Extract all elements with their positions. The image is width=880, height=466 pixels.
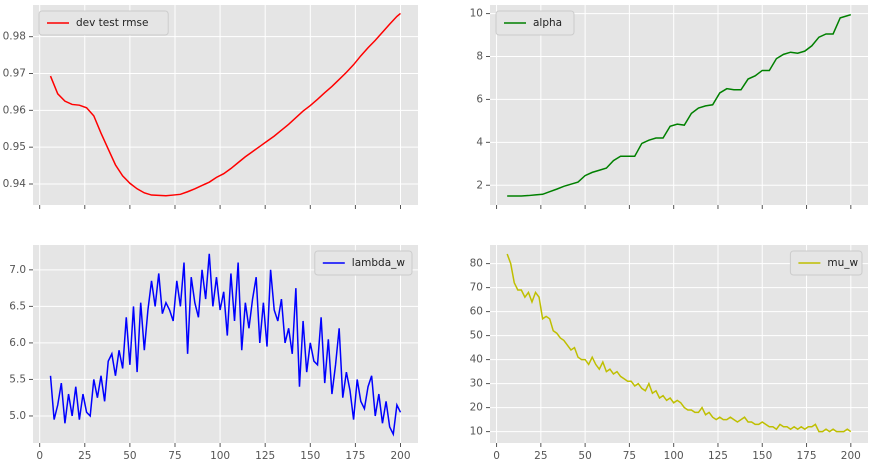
y-tick-label: 5.0 — [9, 410, 26, 422]
x-tick-label: 175 — [345, 450, 365, 462]
y-tick-label: 30 — [470, 378, 483, 390]
legend-box — [38, 10, 169, 36]
y-tick-label: 0.95 — [3, 141, 26, 153]
subplot: 5.0 5.5 6.0 6.5 7.0 0 25 50 75 100 125 150 175 200 lam… — [9, 245, 418, 462]
y-tick-label: 2 — [476, 179, 483, 191]
y-tick-label: 0.97 — [3, 68, 26, 80]
y-tick-label: 70 — [470, 282, 483, 294]
x-tick-label: 75 — [168, 450, 181, 462]
x-tick-label: 0 — [36, 450, 43, 462]
y-tick-label: 50 — [470, 330, 483, 342]
y-tick-label: 60 — [470, 306, 483, 318]
y-tick-label: 6.0 — [9, 337, 26, 349]
x-tick-label: 150 — [300, 450, 320, 462]
x-tick-label: 50 — [578, 450, 591, 462]
series-line — [507, 13, 852, 197]
legend-label: alpha — [533, 17, 562, 29]
plot-background — [490, 245, 868, 443]
x-tick-label: 175 — [797, 450, 817, 462]
y-tick-label: 5.5 — [9, 373, 26, 385]
legend-label: mu_w — [827, 257, 858, 269]
x-tick-label: 200 — [390, 450, 410, 462]
legend-box — [789, 250, 863, 276]
x-tick-label: 125 — [708, 450, 728, 462]
y-tick-label: 8 — [476, 51, 483, 63]
subplot: 10 20 30 40 50 60 70 80 0 25 50 75 100 125 150 175 200 mu… — [470, 245, 868, 462]
series-line — [506, 253, 852, 433]
y-tick-label: 0.98 — [3, 31, 26, 43]
y-tick-label: 10 — [470, 426, 483, 438]
legend: lambda_w — [314, 250, 413, 276]
legend: mu_w — [789, 250, 863, 276]
subplot: 2 4 6 8 10 alpha — [470, 5, 868, 209]
x-tick-label: 125 — [255, 450, 275, 462]
y-tick-label: 0.94 — [3, 178, 27, 190]
y-tick-label: 20 — [470, 402, 483, 414]
x-tick-label: 50 — [123, 450, 136, 462]
y-tick-label: 6.5 — [9, 300, 26, 312]
legend-label: lambda_w — [352, 257, 406, 269]
y-tick-label: 40 — [470, 354, 483, 366]
legend-label: dev test rmse — [76, 17, 148, 29]
legend-box — [314, 250, 413, 276]
legend-box — [495, 10, 575, 36]
series-line — [49, 12, 401, 197]
x-tick-label: 25 — [78, 450, 91, 462]
x-tick-label: 200 — [841, 450, 861, 462]
x-tick-label: 100 — [210, 450, 230, 462]
legend: alpha — [495, 10, 575, 36]
y-tick-label: 6 — [476, 93, 483, 105]
x-tick-label: 0 — [493, 450, 500, 462]
subplot: 0.94 0.95 0.96 0.97 0.98 dev test rmse — [3, 5, 418, 209]
legend: dev test rmse — [38, 10, 169, 36]
y-tick-label: 4 — [476, 136, 483, 148]
x-tick-label: 150 — [752, 450, 772, 462]
x-tick-label: 100 — [664, 450, 684, 462]
x-tick-label: 75 — [623, 450, 636, 462]
y-tick-label: 7.0 — [9, 264, 26, 276]
series-line — [49, 253, 402, 437]
x-tick-label: 25 — [534, 450, 547, 462]
plot-background — [490, 5, 868, 205]
y-tick-label: 10 — [470, 8, 483, 20]
y-tick-label: 80 — [470, 258, 483, 270]
y-tick-label: 0.96 — [3, 104, 27, 116]
